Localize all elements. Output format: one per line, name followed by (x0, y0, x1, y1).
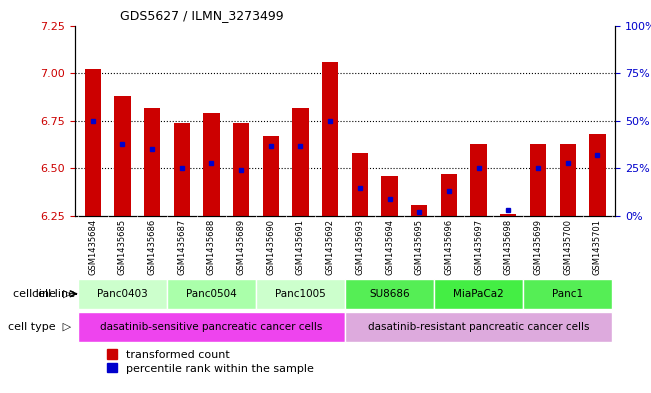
Bar (530, 144, 546, 216)
Legend: transformed count, percentile rank within the sample: transformed count, percentile rank withi… (107, 349, 314, 374)
Text: GSM1435688: GSM1435688 (207, 219, 216, 275)
Text: MiaPaCa2: MiaPaCa2 (453, 289, 504, 299)
Text: dasatinib-resistant pancreatic cancer cells: dasatinib-resistant pancreatic cancer ce… (368, 322, 589, 332)
Text: dasatinib-sensitive pancreatic cancer cells: dasatinib-sensitive pancreatic cancer ce… (100, 322, 323, 332)
Bar (78, 312, 345, 342)
Text: GSM1435701: GSM1435701 (593, 219, 602, 275)
Bar (174, 123, 190, 216)
Text: GSM1435700: GSM1435700 (563, 219, 572, 275)
Bar (262, 136, 279, 216)
Bar (500, 214, 516, 216)
Bar (203, 113, 219, 216)
Text: GSM1435698: GSM1435698 (504, 219, 513, 275)
Text: GSM1435692: GSM1435692 (326, 219, 335, 275)
Bar (411, 205, 428, 216)
Text: GSM1435696: GSM1435696 (445, 219, 454, 275)
Text: GSM1435684: GSM1435684 (88, 219, 97, 275)
Text: GSM1435693: GSM1435693 (355, 219, 365, 275)
Text: GSM1435686: GSM1435686 (148, 219, 156, 275)
Bar (85, 70, 101, 216)
Text: GSM1435694: GSM1435694 (385, 219, 394, 275)
Text: GSM1435691: GSM1435691 (296, 219, 305, 275)
Bar (144, 108, 160, 216)
Bar (256, 279, 345, 309)
Text: Panc1005: Panc1005 (275, 289, 326, 299)
Bar (352, 153, 368, 216)
Text: SU8686: SU8686 (369, 289, 410, 299)
Bar (471, 144, 487, 216)
Text: Panc1: Panc1 (552, 289, 583, 299)
Text: GSM1435689: GSM1435689 (236, 219, 245, 275)
Bar (292, 108, 309, 216)
Text: Panc0403: Panc0403 (97, 289, 148, 299)
Text: GSM1435695: GSM1435695 (415, 219, 424, 275)
Bar (559, 144, 576, 216)
Bar (523, 279, 612, 309)
Bar (441, 174, 457, 216)
Bar (381, 176, 398, 216)
Bar (114, 96, 131, 216)
Text: GSM1435687: GSM1435687 (177, 219, 186, 275)
Text: GDS5627 / ILMN_3273499: GDS5627 / ILMN_3273499 (120, 9, 284, 22)
Bar (345, 312, 612, 342)
Bar (233, 123, 249, 216)
Text: GSM1435685: GSM1435685 (118, 219, 127, 275)
Bar (589, 134, 605, 216)
Text: cell line: cell line (33, 289, 76, 299)
Bar (434, 279, 523, 309)
Text: Panc0504: Panc0504 (186, 289, 237, 299)
Text: GSM1435697: GSM1435697 (474, 219, 483, 275)
Text: GSM1435699: GSM1435699 (534, 219, 542, 275)
Text: GSM1435690: GSM1435690 (266, 219, 275, 275)
Bar (78, 279, 167, 309)
Text: cell line  ▷: cell line ▷ (13, 289, 72, 299)
Bar (322, 62, 339, 216)
Bar (167, 279, 256, 309)
Text: cell type  ▷: cell type ▷ (8, 322, 72, 332)
Bar (345, 279, 434, 309)
